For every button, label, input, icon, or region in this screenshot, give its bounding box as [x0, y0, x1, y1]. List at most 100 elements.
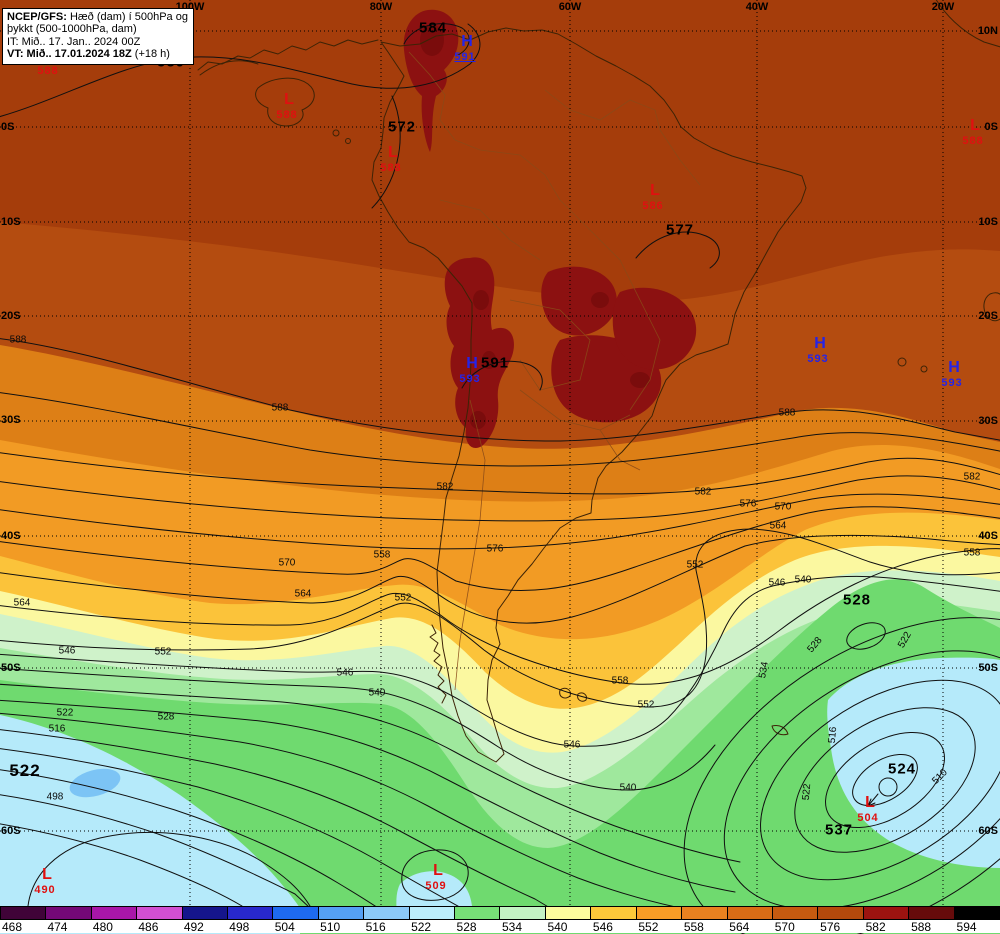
- low-pressure-marker: L: [650, 182, 660, 199]
- low-pressure-value: 586: [642, 200, 664, 212]
- colorbar-value-label: 486: [138, 920, 159, 934]
- coastlines: [197, 0, 1000, 763]
- contour-label: 516: [48, 723, 66, 735]
- colorbar-segment: [772, 907, 819, 919]
- contour-label: 552: [686, 559, 704, 571]
- low-pressure-marker: L: [433, 862, 443, 879]
- warm-core-patches: [403, 9, 697, 448]
- grid-latitude-label-left: 60S: [1, 825, 21, 837]
- colorbar-value-label: 540: [547, 920, 568, 934]
- colorbar-value-label: 552: [638, 920, 659, 934]
- contour-label: 540: [368, 687, 386, 699]
- grid-latitude-label-left: 0S: [1, 121, 15, 133]
- high-pressure-value: 593: [807, 353, 829, 365]
- country-borders: [408, 51, 701, 691]
- high-pressure-marker: H: [948, 359, 960, 376]
- contour-label: 528: [157, 711, 175, 723]
- colorbar-values: 468 474 480 486 492 498 504 510 516 522 528 534 540 5…: [0, 920, 1000, 934]
- high-pressure-marker: H: [814, 335, 826, 352]
- grid-latitude-label-right: 10S: [978, 216, 998, 228]
- colorbar-segment: [318, 907, 365, 919]
- height-value-label: 522: [9, 761, 41, 780]
- colorbar-value-label: 588: [911, 920, 932, 934]
- colorbar-segment: [364, 907, 410, 919]
- low-pressure-marker: L: [42, 866, 52, 883]
- high-pressure-marker: H: [466, 355, 478, 372]
- contour-label: 516: [826, 726, 840, 744]
- colorbar-value-label: 594: [956, 920, 977, 934]
- colorbar-segment: [273, 907, 319, 919]
- colorbar-segment: [954, 907, 1000, 919]
- grid-latitude-label-right: 40S: [978, 530, 998, 542]
- colorbar-value-label: 546: [592, 920, 613, 934]
- colorbar: [0, 906, 1000, 920]
- grid-latitude-label-right: 30S: [978, 415, 998, 427]
- contour-label: 588: [9, 334, 27, 346]
- colorbar-segment: [409, 907, 456, 919]
- grid-latitude-label-left: 10S: [1, 216, 21, 228]
- contour-label: 552: [394, 592, 412, 604]
- height-value-label: 524: [887, 760, 917, 778]
- contour-label: 564: [13, 597, 31, 609]
- grid-latitude-label-left: 30S: [1, 414, 21, 426]
- contour-label: 552: [637, 699, 655, 711]
- contour-label: 522: [56, 707, 74, 719]
- colorbar-segment: [500, 907, 546, 919]
- low-pressure-value: 490: [34, 884, 56, 896]
- title-line-1: NCEP/GFS: Hæð (dam) í 500hPa og: [7, 11, 188, 23]
- grid-longitude-label: 80W: [369, 1, 393, 13]
- colorbar-value-label: 510: [320, 920, 341, 934]
- contour-label: 564: [769, 520, 787, 532]
- colorbar-value-label: 528: [456, 920, 477, 934]
- contour-label: 588: [778, 407, 796, 419]
- grid-latitude-label-left: 20S: [1, 310, 21, 322]
- graticule: [0, 0, 1000, 906]
- contour-label: 570: [774, 501, 792, 513]
- colorbar-value-label: 576: [820, 920, 841, 934]
- contour-label: 558: [611, 675, 629, 687]
- grid-latitude-label-right: 50S: [978, 662, 998, 674]
- low-pressure-value: 504: [857, 812, 879, 824]
- height-value-label: 591: [480, 354, 510, 372]
- contour-label: 540: [619, 782, 637, 794]
- colorbar-segment: [591, 907, 637, 919]
- colorbar-value-label: 558: [683, 920, 704, 934]
- height-value-label: 528: [842, 591, 872, 609]
- colorbar-value-label: 582: [865, 920, 886, 934]
- contour-label: 546: [58, 645, 76, 657]
- low-pressure-marker: L: [865, 794, 875, 811]
- low-pressure-value: 588: [380, 162, 402, 174]
- height-contours: [0, 23, 1000, 934]
- colorbar-segment: [91, 907, 138, 919]
- contour-label: 558: [373, 549, 391, 561]
- colorbar-value-label: 480: [92, 920, 113, 934]
- colorbar-value-label: 534: [502, 920, 523, 934]
- grid-latitude-label-left: 40S: [1, 530, 21, 542]
- grid-longitude-label: 40W: [745, 1, 769, 13]
- colorbar-value-label: 492: [183, 920, 204, 934]
- contour-label: 570: [278, 557, 296, 569]
- contour-label: 546: [336, 667, 354, 679]
- low-pressure-value: 509: [425, 880, 447, 892]
- contour-label: 522: [800, 783, 814, 801]
- contour-label: 576: [739, 498, 757, 510]
- contour-label: 576: [486, 543, 504, 555]
- thickness-value-label: 588: [37, 65, 59, 77]
- colorbar-segment: [0, 907, 47, 919]
- contour-label: 582: [694, 486, 712, 498]
- colorbar-value-label: 516: [365, 920, 386, 934]
- height-value-label: 577: [665, 221, 695, 239]
- high-pressure-value: 593: [941, 377, 963, 389]
- grid-latitude-label-right: 0S: [984, 121, 998, 133]
- contour-label: 582: [963, 471, 981, 483]
- contour-label: 582: [436, 481, 454, 493]
- colorbar-segment: [46, 907, 92, 919]
- contour-label: 498: [46, 791, 64, 803]
- height-value-label: 584: [418, 19, 448, 37]
- low-pressure-marker: L: [388, 144, 398, 161]
- colorbar-value-label: 564: [729, 920, 750, 934]
- height-value-label: 572: [387, 118, 417, 136]
